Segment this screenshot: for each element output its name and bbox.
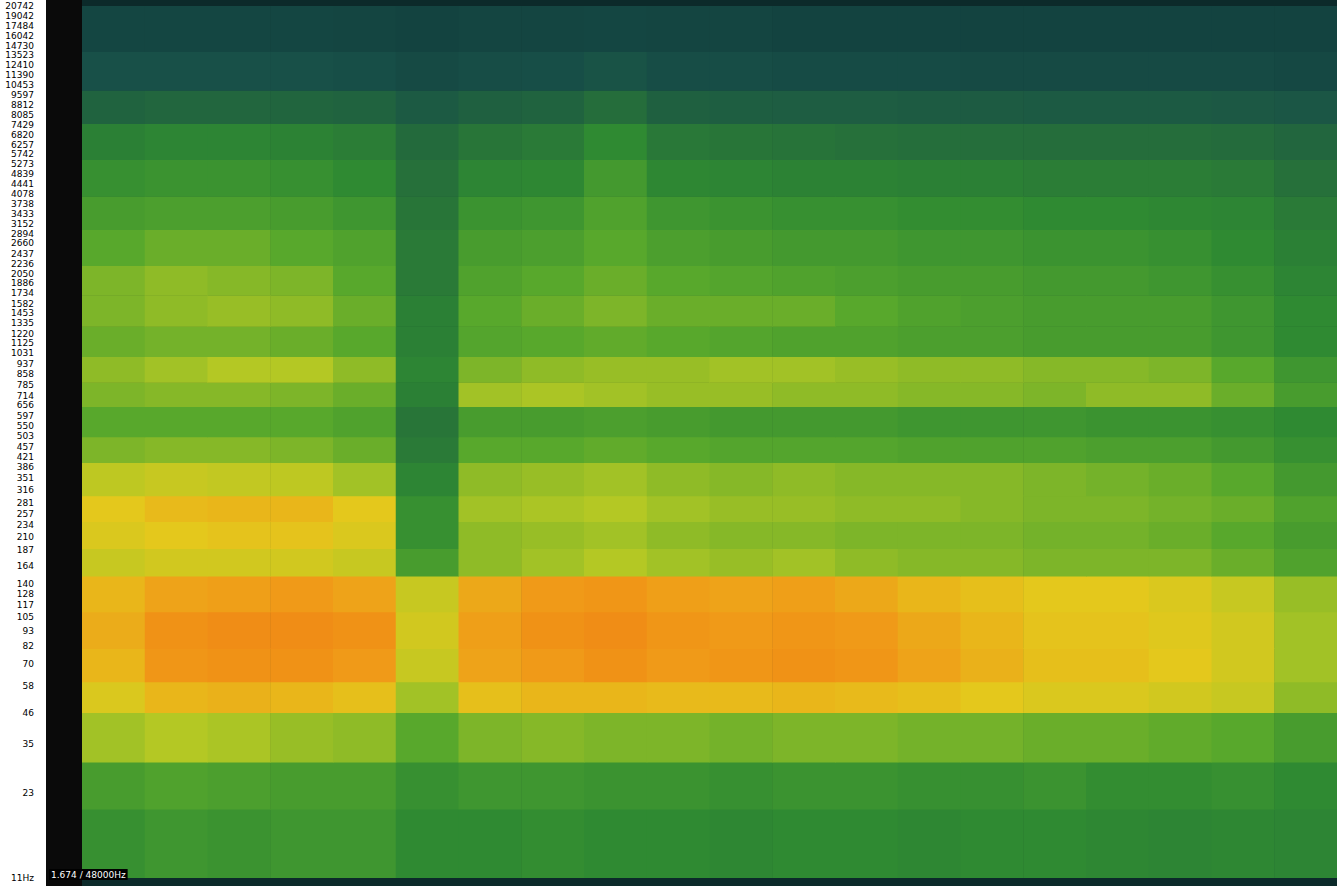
svg-text:5273: 5273 [11,159,34,169]
svg-text:2660: 2660 [11,238,34,248]
svg-text:2236: 2236 [11,259,34,269]
svg-text:82: 82 [23,641,34,651]
svg-text:234: 234 [17,520,34,530]
svg-text:1335: 1335 [11,318,34,328]
svg-text:597: 597 [17,411,34,421]
svg-text:8085: 8085 [11,110,34,120]
svg-text:281: 281 [17,498,34,508]
svg-text:1125: 1125 [11,338,34,348]
svg-text:550: 550 [17,421,34,431]
svg-text:4078: 4078 [11,189,34,199]
svg-text:1734: 1734 [11,288,34,298]
svg-text:17484: 17484 [5,21,34,31]
svg-text:128: 128 [17,589,34,599]
svg-text:35: 35 [23,739,34,749]
svg-text:140: 140 [17,579,34,589]
svg-text:6820: 6820 [11,130,34,140]
svg-text:12410: 12410 [5,60,34,70]
svg-text:421: 421 [17,452,34,462]
svg-text:1220: 1220 [11,329,34,339]
svg-text:714: 714 [17,391,34,401]
svg-text:3152: 3152 [11,219,34,229]
svg-text:11Hz: 11Hz [11,873,34,883]
svg-text:316: 316 [17,485,34,495]
svg-text:187: 187 [17,545,34,555]
svg-text:1031: 1031 [11,348,34,358]
svg-text:2894: 2894 [11,229,34,239]
svg-text:858: 858 [17,369,34,379]
svg-text:4839: 4839 [11,169,34,179]
svg-text:3738: 3738 [11,199,34,209]
svg-text:386: 386 [17,462,34,472]
svg-text:93: 93 [23,626,34,636]
svg-text:257: 257 [17,509,34,519]
svg-text:656: 656 [17,400,34,410]
svg-text:11390: 11390 [5,70,34,80]
svg-text:16042: 16042 [5,31,34,41]
svg-text:1453: 1453 [11,308,34,318]
svg-text:351: 351 [17,473,34,483]
svg-text:785: 785 [17,380,34,390]
svg-text:2050: 2050 [11,269,34,279]
svg-text:2437: 2437 [11,249,34,259]
svg-text:4441: 4441 [11,179,34,189]
svg-text:7429: 7429 [11,120,34,130]
svg-text:457: 457 [17,442,34,452]
svg-text:9597: 9597 [11,90,34,100]
svg-text:937: 937 [17,359,34,369]
svg-text:1582: 1582 [11,299,34,309]
svg-text:105: 105 [17,612,34,622]
svg-text:14730: 14730 [5,41,34,51]
svg-text:46: 46 [23,708,35,718]
svg-text:13523: 13523 [5,50,34,60]
svg-text:23: 23 [23,788,34,798]
svg-text:6257: 6257 [11,140,34,150]
svg-text:1886: 1886 [11,278,34,288]
svg-text:58: 58 [23,681,35,691]
svg-text:210: 210 [17,532,34,542]
svg-text:117: 117 [17,600,34,610]
svg-text:8812: 8812 [11,100,34,110]
svg-text:1.674 / 48000Hz: 1.674 / 48000Hz [51,870,126,880]
svg-text:10453: 10453 [5,80,34,90]
svg-text:5742: 5742 [11,149,34,159]
svg-text:19042: 19042 [5,11,34,21]
svg-text:70: 70 [23,659,35,669]
svg-text:164: 164 [17,561,34,571]
svg-text:20742: 20742 [5,1,34,11]
svg-text:3433: 3433 [11,209,34,219]
svg-text:503: 503 [17,431,34,441]
